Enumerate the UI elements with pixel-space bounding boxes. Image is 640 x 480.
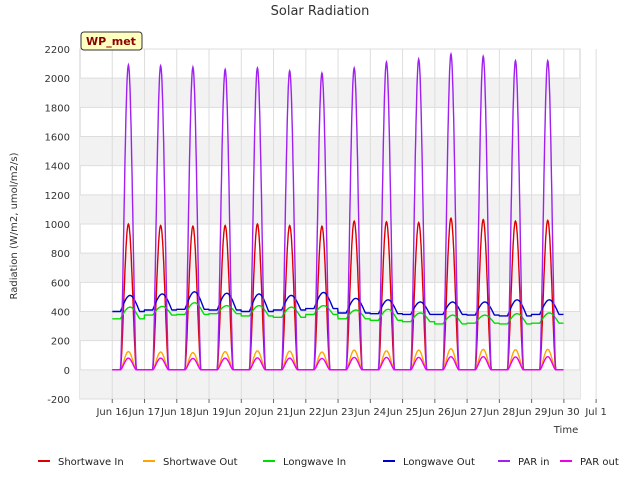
x-tick-label: Jun 30: [547, 407, 580, 418]
y-tick-label: 2000: [45, 74, 70, 85]
x-tick-label: Jun 21: [257, 407, 290, 418]
x-tick-label: Jun 18: [160, 407, 193, 418]
y-tick-label: 1600: [45, 133, 70, 144]
grid-band: [80, 78, 580, 108]
grid-lines: [80, 48, 597, 403]
legend-label: PAR out: [580, 457, 619, 468]
y-tick-label: 1400: [45, 162, 70, 173]
legend-label: Longwave In: [283, 457, 346, 468]
x-tick-label: Jun 23: [321, 407, 354, 418]
legend: Shortwave In Shortwave Out Longwave In Long…: [38, 457, 619, 468]
x-tick-label: Jun 17: [128, 407, 161, 418]
x-tick-label: Jun 25: [386, 407, 419, 418]
x-tick-label: Jul 1: [584, 407, 607, 418]
chart-title: Solar Radiation: [271, 4, 370, 19]
y-tick-label: 2200: [45, 45, 70, 56]
legend-label: PAR in: [518, 457, 549, 468]
y-tick-label: 1800: [45, 103, 70, 114]
x-tick-label: Jun 16: [95, 407, 128, 418]
x-tick-label: Jun 19: [192, 407, 225, 418]
station-badge-label: WP_met: [86, 35, 136, 48]
y-tick-label: 200: [51, 337, 70, 348]
x-tick-label: Jun 29: [515, 407, 548, 418]
x-tick-label: Jun 26: [418, 407, 451, 418]
grid-bands: [80, 78, 580, 399]
series-lines: [112, 51, 564, 371]
x-tick-label: Jun 27: [450, 407, 483, 418]
x-tick-labels: Jun 16 Jun 17 Jun 18 Jun 19 Jun 20 Jun 21 Jun …: [95, 407, 606, 418]
x-tick-label: Jun 20: [225, 407, 258, 418]
y-tick-label: 600: [51, 278, 70, 289]
x-tick-label: Jun 24: [354, 407, 387, 418]
station-badge: WP_met: [80, 31, 143, 51]
legend-label: Shortwave Out: [163, 457, 238, 468]
x-tick-label: Jun 28: [483, 407, 516, 418]
y-tick-label: 1200: [45, 191, 70, 202]
series-line-par-out: [112, 355, 564, 371]
y-axis-label: Radiation (W/m2, umol/m2/s): [9, 152, 20, 299]
x-axis-label: Time: [553, 425, 578, 436]
grid-band: [80, 369, 580, 399]
y-tick-labels: -200 0 200 400 600 800 1000 1200 1400 1600 1800 200…: [45, 45, 70, 406]
x-tick-label: Jun 22: [289, 407, 322, 418]
y-tick-label: -200: [47, 395, 70, 406]
legend-label: Shortwave In: [58, 457, 124, 468]
grid-band: [80, 136, 580, 166]
grid-band: [80, 311, 580, 341]
y-tick-label: 800: [51, 249, 70, 260]
y-tick-label: 1000: [45, 220, 70, 231]
y-tick-label: 0: [64, 366, 70, 377]
y-tick-label: 400: [51, 308, 70, 319]
legend-label: Longwave Out: [403, 457, 475, 468]
grid-band: [80, 194, 580, 224]
